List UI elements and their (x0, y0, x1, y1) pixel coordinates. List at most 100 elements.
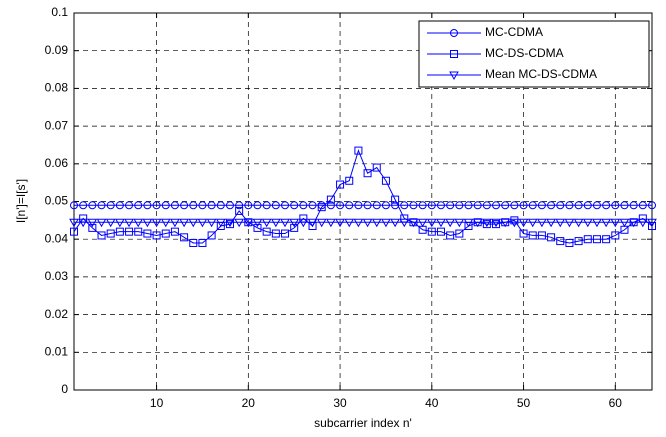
marker (115, 227, 124, 236)
marker (399, 218, 410, 228)
marker (481, 218, 492, 228)
marker (637, 218, 648, 228)
marker (253, 201, 262, 210)
marker (519, 201, 528, 210)
marker (197, 218, 208, 228)
marker (391, 195, 400, 204)
x-tick-label: 30 (333, 396, 347, 410)
marker (537, 201, 546, 210)
marker (450, 29, 458, 37)
marker (449, 71, 459, 81)
marker (188, 218, 199, 228)
marker (574, 237, 583, 246)
marker (555, 218, 566, 228)
marker (225, 218, 235, 228)
marker (160, 218, 171, 228)
marker (189, 201, 198, 210)
marker (170, 218, 180, 228)
marker (391, 201, 400, 210)
marker (619, 218, 630, 228)
marker (381, 176, 390, 185)
marker (317, 203, 326, 212)
marker (628, 218, 639, 228)
marker (482, 201, 491, 210)
marker (592, 235, 601, 244)
marker (79, 201, 88, 210)
marker (537, 231, 546, 240)
marker (436, 218, 446, 228)
marker (390, 218, 400, 228)
marker (408, 218, 419, 228)
marker (565, 238, 574, 247)
marker (262, 227, 271, 236)
marker (70, 201, 78, 210)
y-tick-label: 0.01 (45, 344, 69, 358)
marker (528, 231, 537, 240)
marker (280, 218, 290, 228)
marker (326, 218, 336, 228)
marker (336, 201, 345, 210)
marker (290, 223, 299, 232)
marker (601, 218, 611, 228)
marker (170, 227, 179, 236)
marker (106, 201, 115, 210)
marker (501, 201, 510, 210)
legend-label: Mean MC-DS-CDMA (485, 67, 597, 81)
marker (454, 218, 465, 228)
marker (620, 201, 629, 210)
legend-label: MC-CDMA (485, 25, 543, 39)
marker (225, 220, 234, 229)
marker (134, 227, 143, 236)
marker (124, 218, 134, 228)
marker (381, 201, 390, 210)
marker (97, 201, 106, 210)
marker (556, 201, 565, 210)
marker (537, 218, 547, 228)
marker (445, 218, 456, 228)
marker (161, 201, 170, 210)
marker (547, 233, 556, 242)
marker (354, 201, 363, 210)
marker (602, 235, 611, 244)
marker (281, 201, 290, 210)
marker (629, 201, 638, 210)
marker (345, 201, 354, 210)
marker (446, 231, 455, 240)
marker (436, 227, 445, 236)
marker (450, 50, 458, 58)
marker (592, 218, 602, 228)
marker (152, 231, 161, 240)
marker (161, 229, 170, 238)
marker (509, 218, 520, 228)
x-tick-label: 60 (609, 396, 623, 410)
x-tick-label: 10 (150, 396, 164, 410)
marker (582, 218, 593, 228)
y-tick-label: 0 (61, 382, 68, 396)
marker (170, 201, 179, 210)
marker (70, 227, 78, 236)
marker (307, 218, 318, 228)
marker (243, 218, 254, 228)
marker (326, 195, 335, 204)
marker (518, 218, 529, 228)
marker (234, 218, 245, 228)
marker (335, 218, 345, 228)
y-tick-label: 0.07 (45, 118, 69, 132)
marker (326, 201, 335, 210)
marker (455, 229, 464, 238)
marker (611, 231, 620, 240)
marker (87, 218, 98, 228)
marker (583, 201, 592, 210)
marker (473, 201, 482, 210)
marker (215, 218, 226, 228)
marker (198, 238, 207, 247)
marker (363, 169, 372, 178)
marker (235, 206, 244, 215)
marker (143, 229, 152, 238)
x-tick-label: 50 (517, 396, 531, 410)
marker (611, 201, 620, 210)
marker (492, 220, 501, 229)
marker (436, 201, 445, 210)
marker (564, 218, 575, 228)
marker (372, 163, 381, 172)
